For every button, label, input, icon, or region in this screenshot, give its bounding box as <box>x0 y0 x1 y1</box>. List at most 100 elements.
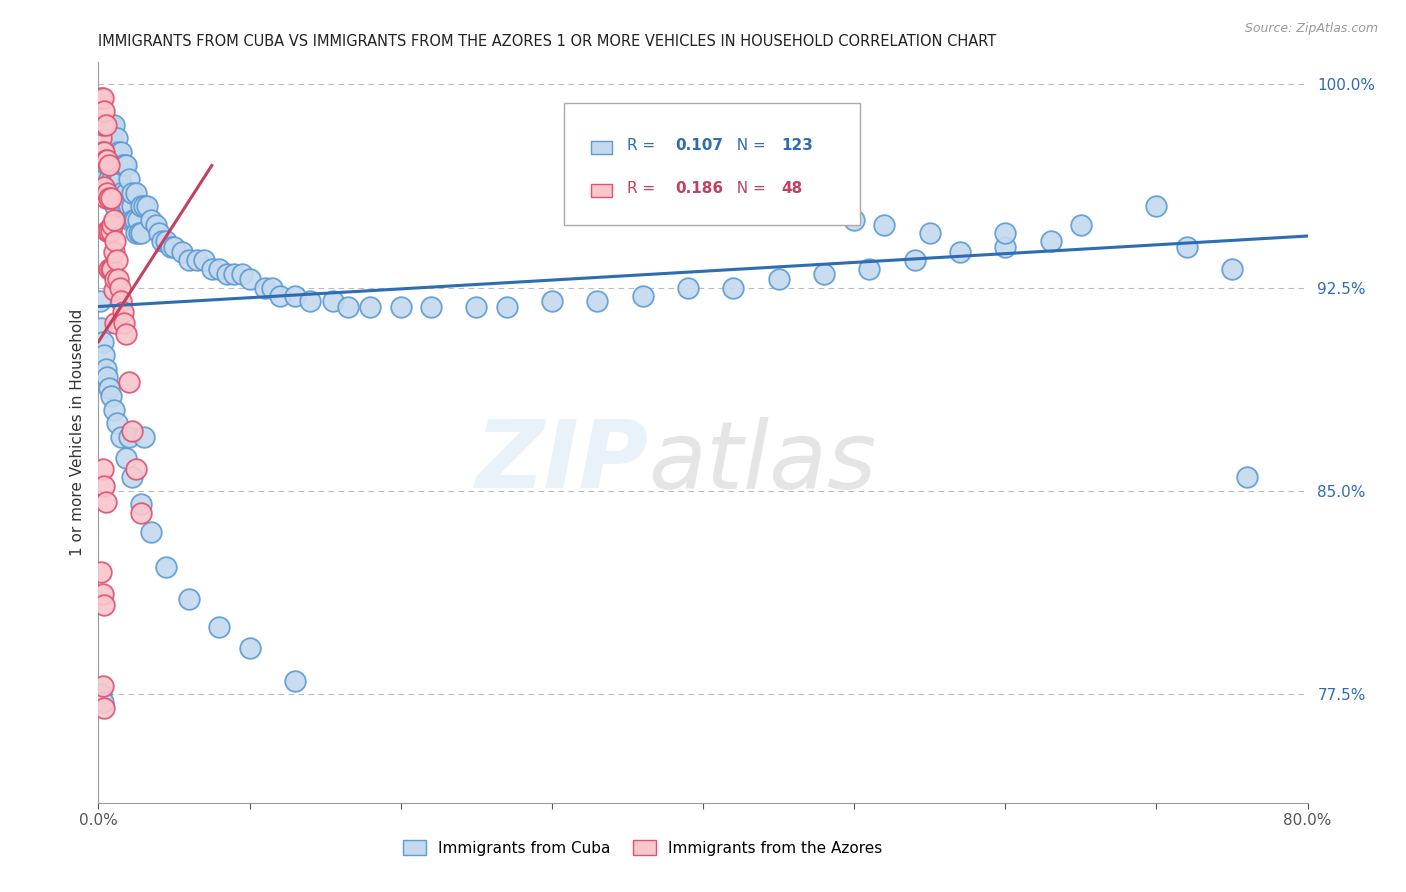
Point <box>100 145 122 159</box>
Point <box>1236 470 1258 484</box>
Point <box>994 227 1017 241</box>
Point <box>170 245 193 260</box>
Point <box>110 430 132 444</box>
Point <box>91 91 114 105</box>
Point <box>96 186 118 200</box>
Point <box>148 227 170 241</box>
Point <box>1070 218 1092 232</box>
Point <box>89 294 111 309</box>
Point <box>918 227 941 241</box>
Point <box>110 145 132 159</box>
Point <box>103 283 125 297</box>
Point <box>93 131 115 145</box>
Point <box>284 673 307 688</box>
Point <box>91 679 114 693</box>
Point <box>90 687 112 701</box>
Point <box>96 223 118 237</box>
Point <box>103 118 125 132</box>
Point <box>115 199 138 213</box>
Y-axis label: 1 or more Vehicles in Household: 1 or more Vehicles in Household <box>69 309 84 557</box>
Point <box>96 118 118 132</box>
Point <box>91 696 114 710</box>
Point <box>949 245 972 260</box>
Point <box>93 348 115 362</box>
Text: 0.186: 0.186 <box>675 180 723 195</box>
Point <box>98 223 121 237</box>
Point <box>98 159 121 173</box>
Point <box>105 172 128 186</box>
Point <box>179 592 201 607</box>
Point <box>121 186 143 200</box>
Point <box>224 267 246 281</box>
Point <box>111 305 134 319</box>
Point <box>105 131 128 145</box>
Point <box>844 212 866 227</box>
Point <box>208 619 231 633</box>
Point <box>94 362 117 376</box>
Point <box>98 261 121 276</box>
Point <box>145 218 167 232</box>
Point <box>360 300 382 314</box>
Point <box>96 186 118 200</box>
Point <box>96 153 118 167</box>
FancyBboxPatch shape <box>591 184 613 197</box>
Point <box>723 280 745 294</box>
Text: R =: R = <box>627 180 659 195</box>
Point <box>1220 261 1243 276</box>
Point <box>994 240 1017 254</box>
Point <box>253 280 276 294</box>
Point <box>101 218 124 232</box>
Point <box>104 145 127 159</box>
Point <box>141 212 163 227</box>
Point <box>124 212 146 227</box>
Point <box>94 118 117 132</box>
Point <box>676 280 699 294</box>
Point <box>239 641 262 656</box>
Point <box>111 159 134 173</box>
Point <box>107 186 129 200</box>
Text: ZIP: ZIP <box>475 417 648 508</box>
Point <box>107 145 129 159</box>
Point <box>586 294 609 309</box>
Point <box>128 227 150 241</box>
Point <box>873 218 896 232</box>
Point <box>104 199 127 213</box>
Point <box>111 199 134 213</box>
Point <box>101 131 124 145</box>
Point <box>91 118 114 132</box>
Text: N =: N = <box>727 137 770 153</box>
Point <box>121 199 143 213</box>
Point <box>118 199 141 213</box>
Point <box>129 227 152 241</box>
Point <box>1144 199 1167 213</box>
Point <box>125 227 148 241</box>
Point <box>93 701 115 715</box>
Point <box>132 199 155 213</box>
Point <box>420 300 443 314</box>
Point <box>132 430 155 444</box>
Point <box>101 261 124 276</box>
Point <box>858 261 880 276</box>
Point <box>540 294 562 309</box>
Point <box>160 240 183 254</box>
Point <box>110 186 132 200</box>
Point <box>98 381 121 395</box>
Point <box>465 300 488 314</box>
Point <box>284 288 307 302</box>
Point <box>322 294 344 309</box>
Point <box>103 245 125 260</box>
Point <box>93 478 115 492</box>
Point <box>104 316 127 330</box>
Point <box>262 280 284 294</box>
Point <box>114 186 136 200</box>
Point <box>96 159 118 173</box>
Point <box>112 316 135 330</box>
Point <box>93 598 115 612</box>
Point <box>103 186 125 200</box>
Point <box>336 300 359 314</box>
Point <box>193 253 215 268</box>
Point <box>103 402 125 417</box>
FancyBboxPatch shape <box>564 103 860 226</box>
Point <box>114 159 136 173</box>
Point <box>112 159 135 173</box>
